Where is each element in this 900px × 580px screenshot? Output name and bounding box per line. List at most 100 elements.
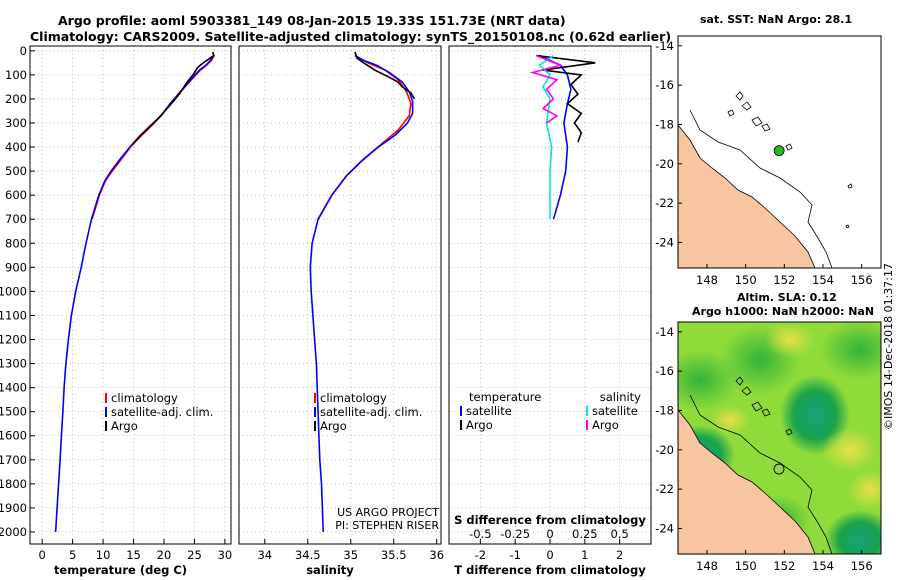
x-tick-label: 5	[69, 548, 76, 562]
map-lon-label: 152	[773, 273, 795, 287]
x-tick-label: 34	[257, 548, 272, 562]
sst-map	[677, 35, 882, 269]
legend-label: satellite-adj. clim.	[111, 405, 213, 419]
map-lat-label: -18	[655, 403, 674, 417]
y-tick-label: 2000	[0, 525, 27, 539]
x-tick-label: 30	[218, 548, 233, 562]
x-tick-label: 35.5	[381, 548, 407, 562]
land-mass	[678, 409, 816, 554]
x-tick-label: -1	[509, 548, 520, 562]
legend-title-temperature: temperature	[469, 390, 541, 404]
difference-panel: -2 -1 0 1 2T difference from climatology temp…	[448, 45, 652, 577]
x-tick-label: 35	[343, 548, 358, 562]
x-tick-label: 15	[126, 548, 141, 562]
y-tick-label: 500	[5, 164, 27, 178]
map-lon-label: 152	[773, 559, 795, 573]
project-annotation: PI: STEPHEN RISER	[335, 519, 439, 532]
legend-label: Argo	[592, 418, 619, 432]
y-tick-label: 800	[5, 236, 27, 250]
series-line-argo	[354, 51, 416, 100]
x-axis-label: T difference from climatology	[454, 563, 646, 577]
map-lon-label: 154	[812, 559, 834, 573]
legend-label: Argo	[320, 419, 347, 433]
land-mass	[677, 123, 816, 269]
x-tick-label: 36	[429, 548, 444, 562]
y-tick-label: 1300	[0, 357, 27, 371]
x-tick-label: 10	[96, 548, 111, 562]
x-axis-label: temperature (deg C)	[54, 563, 187, 577]
temperature-panel: 0 5 10 15 20 25 30 temperature (deg C) 0 100 200 30…	[0, 44, 232, 577]
x-tick-label: 25	[187, 548, 202, 562]
map-lat-label: -24	[655, 521, 674, 535]
argo-position-marker	[773, 145, 785, 157]
map-lat-label: -20	[655, 443, 674, 457]
y-tick-label: 1100	[0, 308, 27, 322]
plot-frame	[238, 45, 442, 545]
x-tick-label: 0	[546, 548, 553, 562]
x-tick-label: 34.5	[295, 548, 321, 562]
shelf-contour	[689, 109, 833, 269]
series-line-t-satellite	[539, 54, 572, 220]
x-tick-label: 0	[39, 548, 46, 562]
y-tick-label: 1800	[0, 477, 27, 491]
y-tick-label: 700	[5, 212, 27, 226]
project-annotation: US ARGO PROJECT	[337, 506, 439, 519]
legend-label: climatology	[320, 391, 387, 405]
x-tick-label: 2	[616, 548, 623, 562]
y-tick-label: 1700	[0, 453, 27, 467]
map-lat-label: -14	[655, 325, 674, 339]
x-tick-label: 1	[581, 548, 588, 562]
x-axis-label-top: S difference from climatology	[454, 513, 646, 527]
series-line-argo	[131, 51, 215, 146]
x-axis-label: salinity	[306, 563, 354, 577]
map-lon-label: 156	[851, 273, 873, 287]
series-line-satellite-adj-clim-	[309, 54, 414, 533]
reef-outlines	[727, 91, 853, 229]
argo-position-ring	[773, 463, 785, 475]
legend-label: Argo	[466, 418, 493, 432]
map-lat-label: -22	[655, 196, 674, 210]
y-tick-label: 1000	[0, 284, 27, 298]
y-tick-label: 300	[5, 116, 27, 130]
map-lat-label: -16	[655, 364, 674, 378]
s-tick-label: 0	[546, 527, 553, 541]
y-tick-label: 200	[5, 92, 27, 106]
y-tick-label: 400	[5, 140, 27, 154]
map-lat-label: -20	[655, 157, 674, 171]
y-tick-label: 1500	[0, 405, 27, 419]
map-lon-label: 156	[851, 559, 873, 573]
y-tick-label: 900	[5, 260, 27, 274]
legend-label: Argo	[111, 419, 138, 433]
map-lat-label: -16	[655, 78, 674, 92]
sla-map-title-line1: Altim. SLA: 0.12	[737, 291, 837, 304]
series-line-s-argo	[529, 54, 563, 124]
map-lon-label: 150	[735, 559, 757, 573]
y-tick-label: 600	[5, 188, 27, 202]
y-tick-label: 100	[5, 68, 27, 82]
salinity-panel: 34 34.5 35 35.5 36 salinity climatologysatelli…	[238, 45, 444, 577]
map-lon-label: 148	[696, 559, 718, 573]
y-tick-label: 1900	[0, 501, 27, 515]
s-tick-label: -0.5	[469, 527, 491, 541]
y-tick-label: 1600	[0, 429, 27, 443]
s-tick-label: 0.25	[572, 527, 598, 541]
legend-label: satellite	[466, 404, 512, 418]
sla-map-title-line2: Argo h1000: NaN h2000: NaN	[692, 305, 875, 318]
y-tick-label: 0	[20, 44, 27, 58]
plot-title-line1: Argo profile: aoml 5903381_149 08-Jan-20…	[58, 13, 566, 28]
s-tick-label: -0.25	[500, 527, 530, 541]
imos-timestamp: ©IMOS 14-Dec-2018 01:37:17	[882, 263, 895, 430]
legend-label: satellite-adj. clim.	[320, 405, 422, 419]
legend-label: climatology	[111, 391, 178, 405]
sla-map	[677, 321, 882, 555]
y-tick-label: 1200	[0, 333, 27, 347]
s-tick-label: 0.5	[611, 527, 629, 541]
map-lon-label: 148	[696, 273, 718, 287]
y-tick-label: 1400	[0, 381, 27, 395]
map-lat-label: -14	[655, 39, 674, 53]
legend-label: satellite	[592, 404, 638, 418]
map-lat-label: -24	[655, 235, 674, 249]
x-tick-label: -2	[475, 548, 486, 562]
